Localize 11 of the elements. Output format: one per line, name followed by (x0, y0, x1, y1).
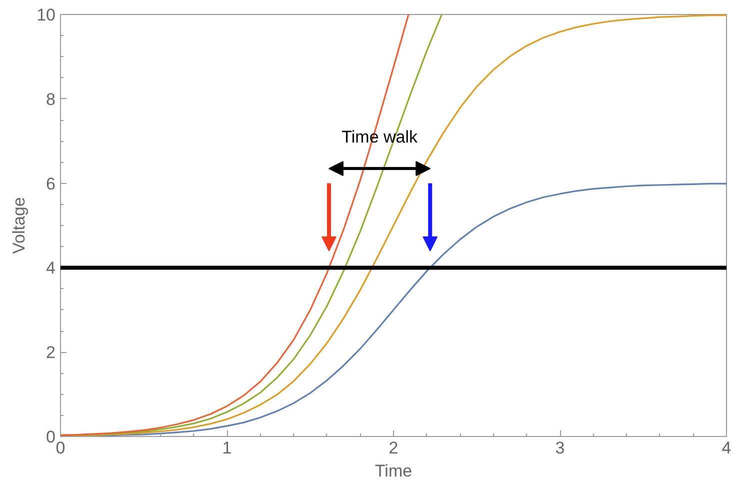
x-tick-label: 1 (222, 438, 232, 458)
y-tick-label: 2 (46, 343, 56, 362)
y-axis-title: Voltage (10, 197, 29, 254)
x-tick-label: 4 (722, 438, 732, 458)
y-tick-label: 4 (46, 258, 56, 278)
x-tick-label: 3 (555, 438, 565, 458)
y-tick-label: 6 (46, 174, 56, 194)
y-tick-label: 8 (46, 90, 56, 109)
x-tick-label: 2 (388, 438, 398, 458)
y-tick-label: 10 (36, 6, 56, 24)
x-axis-title: Time (374, 462, 412, 480)
